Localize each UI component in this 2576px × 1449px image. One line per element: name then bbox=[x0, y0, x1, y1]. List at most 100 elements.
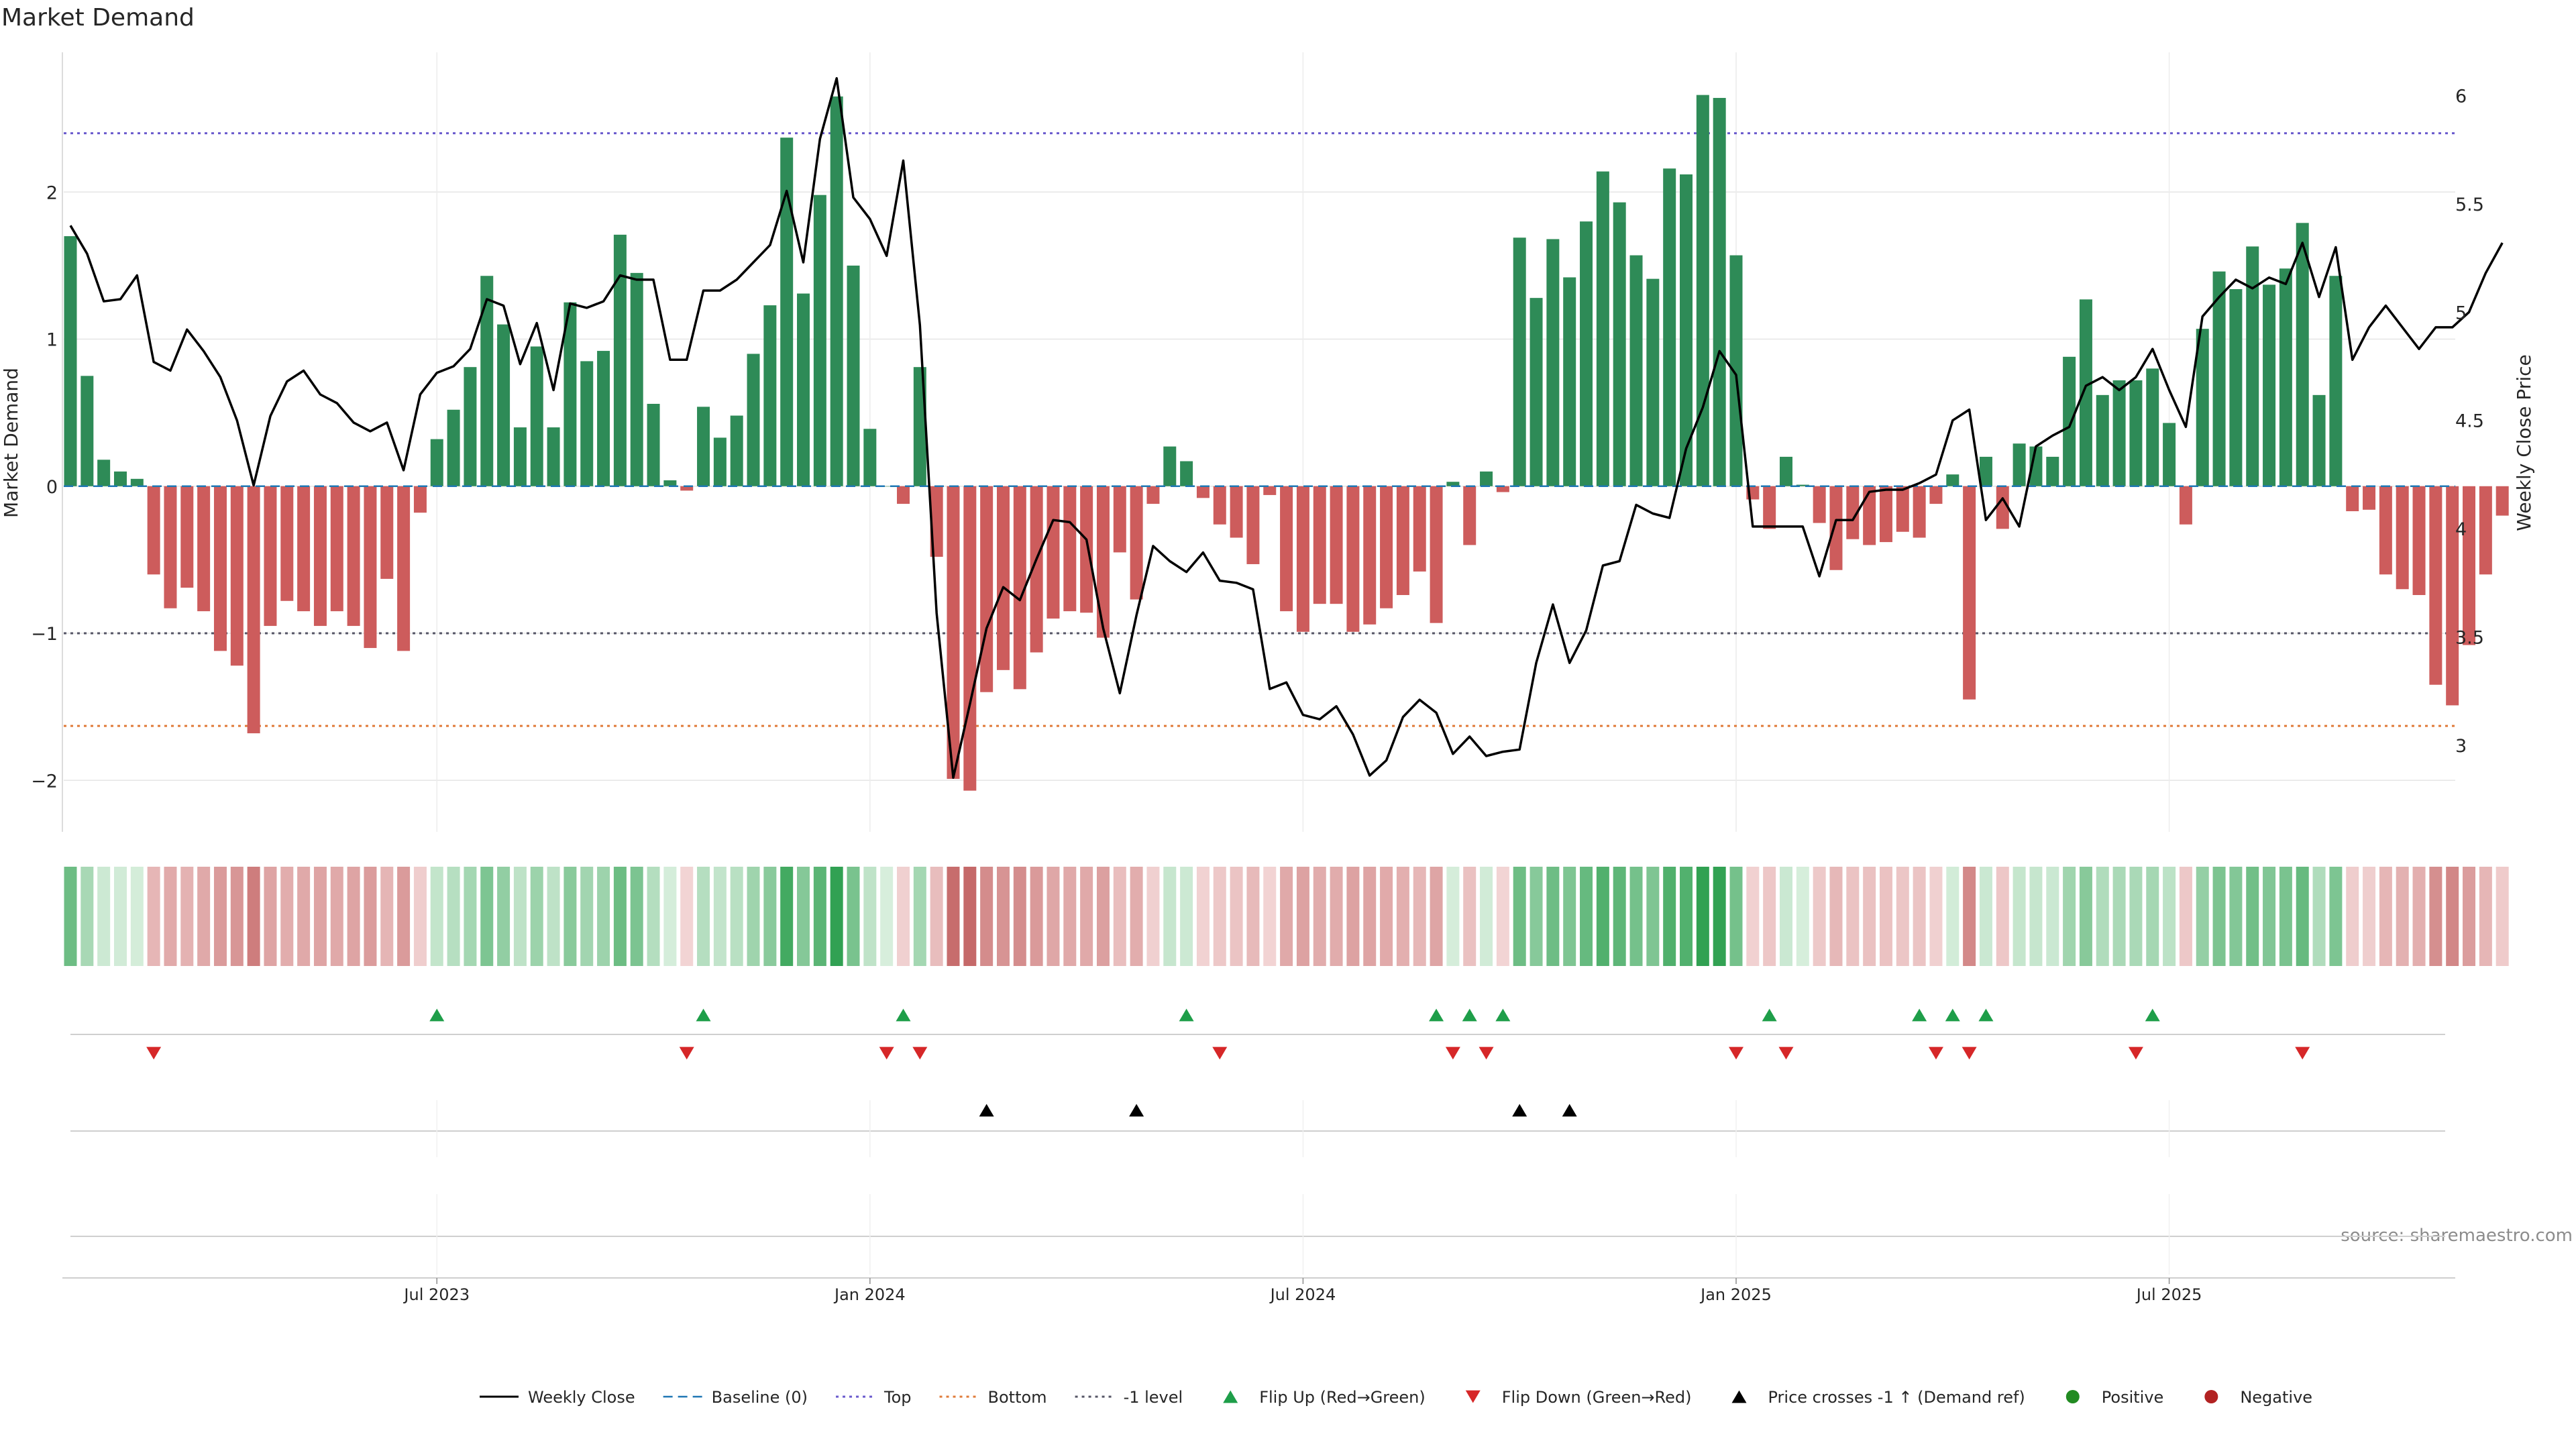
legend-item-6-label: Flip Down (Green→Red) bbox=[1502, 1388, 1692, 1407]
demand-bar-45 bbox=[813, 195, 826, 486]
demand-bar-31 bbox=[580, 361, 594, 486]
legend-item-8-label: Positive bbox=[2102, 1388, 2164, 1407]
strip-cell-109 bbox=[1879, 867, 1892, 966]
demand-bar-32 bbox=[597, 351, 610, 486]
y-tick-label-2: 0 bbox=[46, 477, 58, 498]
strip-cell-128 bbox=[2196, 867, 2209, 966]
strip-cell-131 bbox=[2246, 867, 2259, 966]
strip-cell-71 bbox=[1246, 867, 1260, 966]
demand-bar-24 bbox=[464, 367, 477, 486]
legend-item-1-label: Baseline (0) bbox=[712, 1388, 808, 1407]
strip-cell-54 bbox=[963, 867, 977, 966]
legend-item-5-swatch bbox=[1223, 1390, 1238, 1403]
flip-down-marker-6 bbox=[1479, 1046, 1494, 1060]
demand-bar-144 bbox=[2463, 486, 2476, 645]
strip-cell-20 bbox=[397, 867, 411, 966]
strip-cell-69 bbox=[1213, 867, 1226, 966]
strip-cell-38 bbox=[697, 867, 710, 966]
y2-tick-label-2: 5 bbox=[2455, 303, 2467, 323]
demand-bar-19 bbox=[380, 486, 394, 579]
demand-bar-132 bbox=[2263, 284, 2276, 486]
flip-down-marker-5 bbox=[1445, 1046, 1460, 1060]
demand-bar-76 bbox=[1330, 486, 1343, 604]
legend-item-0: Weekly Close bbox=[480, 1388, 635, 1407]
demand-bar-112 bbox=[1929, 486, 1943, 504]
strip-cell-33 bbox=[613, 867, 627, 966]
demand-bar-23 bbox=[447, 409, 460, 486]
y-axis-label: Market Demand bbox=[0, 368, 22, 518]
strip-cell-60 bbox=[1063, 867, 1077, 966]
demand-bar-40 bbox=[730, 415, 743, 486]
demand-bar-123 bbox=[2112, 380, 2126, 486]
strip-cell-0 bbox=[64, 867, 77, 966]
strip-cell-29 bbox=[547, 867, 560, 966]
demand-bar-20 bbox=[397, 486, 411, 651]
demand-bar-65 bbox=[1146, 486, 1160, 504]
strip-cell-108 bbox=[1863, 867, 1876, 966]
strip-cell-101 bbox=[1746, 867, 1760, 966]
strip-cell-111 bbox=[1913, 867, 1926, 966]
strip-cell-116 bbox=[1996, 867, 2009, 966]
strip-cell-41 bbox=[747, 867, 760, 966]
demand-bar-1 bbox=[80, 376, 94, 486]
demand-bar-109 bbox=[1879, 486, 1892, 543]
strip-cell-138 bbox=[2363, 867, 2376, 966]
legend-item-2: Top bbox=[836, 1388, 912, 1407]
cross-marker-2 bbox=[1512, 1104, 1527, 1117]
strip-cell-6 bbox=[164, 867, 177, 966]
demand-bar-105 bbox=[1813, 486, 1826, 523]
y2-tick-label-1: 5.5 bbox=[2455, 195, 2484, 215]
strip-cell-44 bbox=[797, 867, 810, 966]
y2-tick-label-0: 6 bbox=[2455, 87, 2467, 107]
strip-cell-107 bbox=[1846, 867, 1860, 966]
demand-bar-56 bbox=[996, 486, 1010, 670]
demand-bar-69 bbox=[1213, 486, 1226, 525]
strip-cell-146 bbox=[2496, 867, 2509, 966]
strip-cell-23 bbox=[447, 867, 460, 966]
strip-cell-132 bbox=[2263, 867, 2276, 966]
strip-cell-112 bbox=[1929, 867, 1943, 966]
strip-cell-105 bbox=[1813, 867, 1826, 966]
demand-bar-103 bbox=[1779, 456, 1792, 486]
demand-bar-142 bbox=[2429, 486, 2443, 685]
strip-cell-25 bbox=[480, 867, 494, 966]
strip-cell-133 bbox=[2279, 867, 2292, 966]
strip-cell-52 bbox=[930, 867, 943, 966]
strip-cell-57 bbox=[1013, 867, 1026, 966]
strip-cell-79 bbox=[1380, 867, 1393, 966]
flip-down-marker-0 bbox=[146, 1046, 162, 1060]
demand-bar-130 bbox=[2229, 288, 2243, 486]
strip-cell-12 bbox=[264, 867, 277, 966]
demand-bar-95 bbox=[1646, 278, 1660, 486]
legend-item-3: Bottom bbox=[939, 1388, 1047, 1407]
flip-up-marker-6 bbox=[1495, 1008, 1511, 1022]
strip-cell-16 bbox=[330, 867, 343, 966]
legend-item-4-label: -1 level bbox=[1124, 1388, 1183, 1407]
strip-cell-95 bbox=[1646, 867, 1660, 966]
strip-cell-117 bbox=[2012, 867, 2026, 966]
strip-cell-17 bbox=[347, 867, 360, 966]
demand-bar-14 bbox=[297, 486, 311, 612]
strip-cell-40 bbox=[730, 867, 743, 966]
demand-bar-38 bbox=[697, 407, 710, 486]
x-tick-label-3: Jan 2025 bbox=[1699, 1285, 1772, 1304]
demand-bar-68 bbox=[1196, 486, 1210, 498]
flip-up-marker-5 bbox=[1462, 1008, 1477, 1022]
y2-tick-label-5: 3.5 bbox=[2455, 628, 2484, 649]
strip-cell-8 bbox=[197, 867, 211, 966]
strip-cell-104 bbox=[1796, 867, 1809, 966]
demand-bar-143 bbox=[2446, 486, 2459, 706]
close-price-line bbox=[69, 76, 2504, 780]
demand-bar-119 bbox=[2046, 456, 2059, 486]
strip-cell-124 bbox=[2129, 867, 2143, 966]
demand-bar-106 bbox=[1829, 486, 1843, 570]
demand-bar-36 bbox=[663, 480, 677, 486]
demand-bar-26 bbox=[497, 324, 511, 486]
strip-cell-37 bbox=[680, 867, 694, 966]
demand-bar-35 bbox=[647, 403, 660, 486]
strip-cell-28 bbox=[530, 867, 543, 966]
strip-cell-126 bbox=[2163, 867, 2176, 966]
y2-axis: 6 5.5 5 4.5 4 3.5 3 bbox=[2455, 87, 2484, 757]
strip-cell-11 bbox=[247, 867, 260, 966]
